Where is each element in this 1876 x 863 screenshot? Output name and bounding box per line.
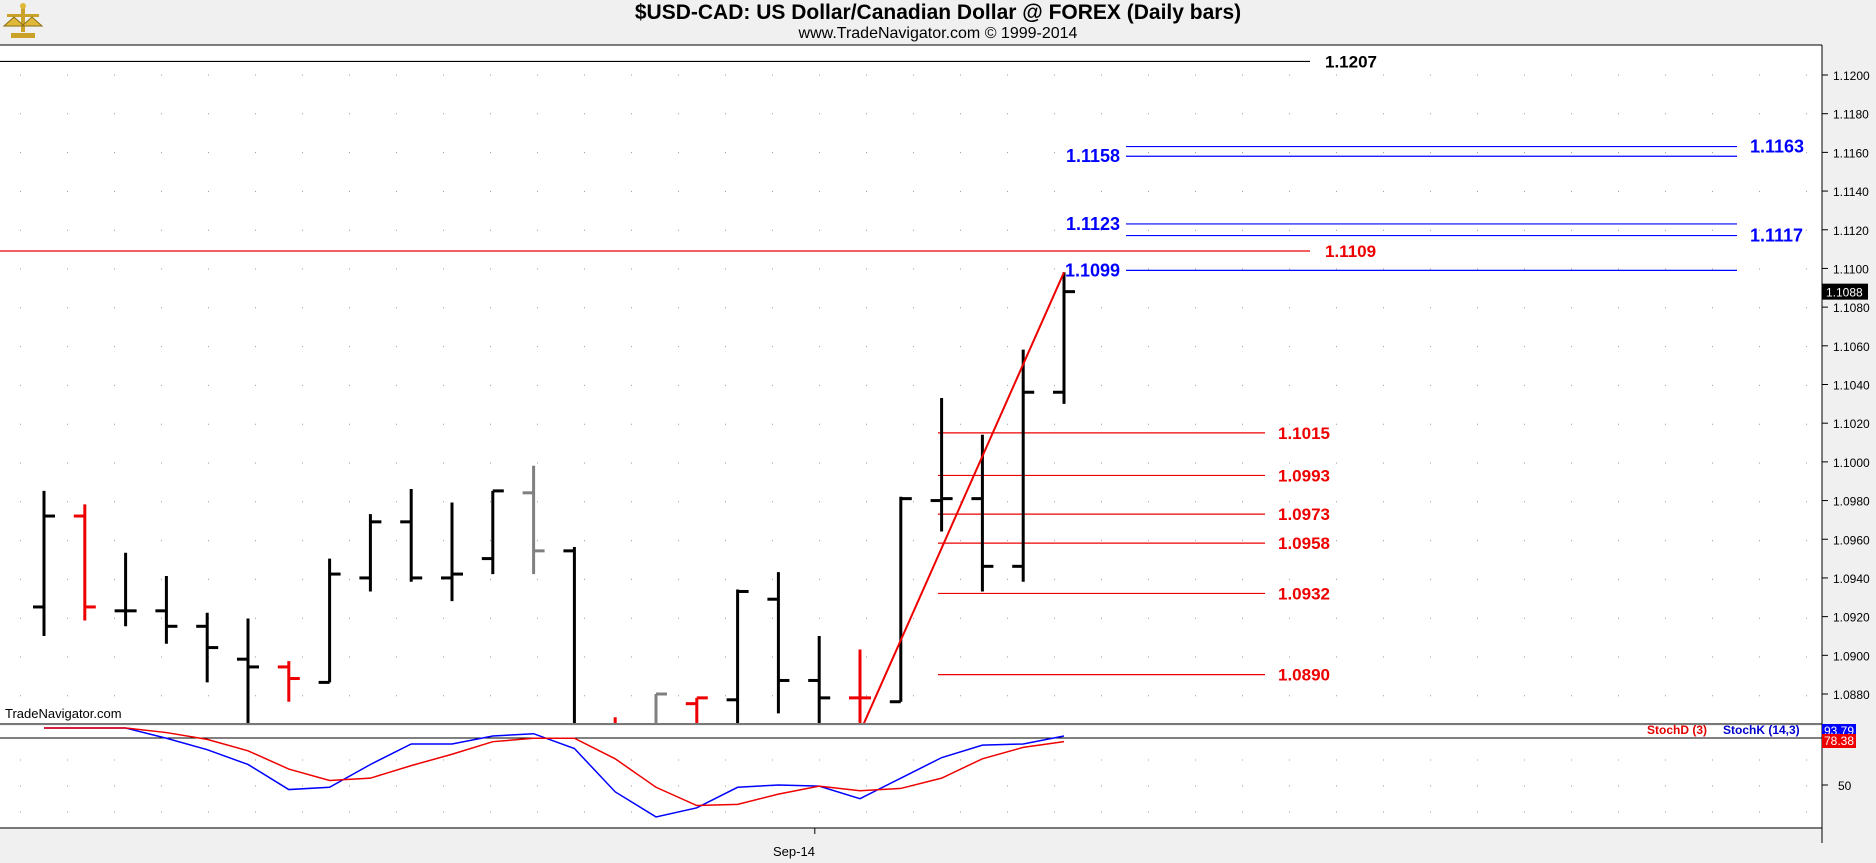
chart-title: $USD-CAD: US Dollar/Canadian Dollar @ FO… [634, 1, 1242, 24]
retracement-label-1.0958: 1.0958 [1278, 534, 1330, 553]
indicator-pane [0, 726, 1822, 827]
projection-label-1.1163: 1.1163 [1750, 137, 1804, 157]
stochd-line [44, 727, 1065, 807]
y-tick-label-1.1080: 1.1080 [1833, 301, 1870, 315]
retracement-label-1.0993: 1.0993 [1278, 466, 1330, 485]
chart-subtitle: www.TradeNavigator.com © 1999-2014 [798, 25, 1078, 42]
price-pane [0, 45, 1822, 723]
stochk-legend: StochK (14,3) [1723, 723, 1800, 737]
stochk-line [44, 727, 1065, 818]
last-price-label: 1.1088 [1826, 286, 1863, 300]
stochd-value: 78.38 [1824, 734, 1854, 748]
stochd-legend: StochD (3) [1647, 723, 1707, 737]
level-lines: 1.1207 1.1109 1.1015 1.0993 1.0973 1.0958 1.09… [0, 52, 1804, 685]
y-tick-label-1.1100: 1.1100 [1833, 262, 1869, 276]
y-tick-label-1.1160: 1.1160 [1833, 146, 1869, 160]
watermark: TradeNavigator.com [5, 706, 122, 721]
y-tick-label-1.0980: 1.0980 [1833, 495, 1870, 509]
projection-label-1.1099: 1.1099 [1065, 260, 1120, 280]
last-price-box [1822, 283, 1868, 300]
y-tick-label-1.1020: 1.1020 [1833, 417, 1870, 431]
level-label-1.1109: 1.1109 [1325, 242, 1376, 261]
grid [20, 74, 1807, 813]
y-tick-label-1.1180: 1.1180 [1833, 108, 1869, 122]
y-tick-label-1.1000: 1.1000 [1833, 456, 1870, 470]
y-tick-label-1.1120: 1.1120 [1833, 224, 1869, 238]
price-axis: 1.1200 1.1180 1.1160 1.1140 1.1120 1.1100 1.10… [1822, 69, 1870, 702]
retracement-label-1.0932: 1.0932 [1278, 584, 1330, 603]
y-tick-label-1.0940: 1.0940 [1833, 572, 1870, 586]
stoch-tick-label-50: 50 [1838, 779, 1852, 793]
trade-navigator-logo-icon [2, 3, 44, 38]
y-tick-label-1.1060: 1.1060 [1833, 340, 1870, 354]
x-tick-label: Sep-14 [773, 844, 815, 859]
y-tick-label-1.0920: 1.0920 [1833, 611, 1870, 625]
retracement-label-1.0890: 1.0890 [1278, 666, 1330, 685]
retracement-label-1.0973: 1.0973 [1278, 505, 1330, 524]
projection-label-1.1158: 1.1158 [1066, 146, 1120, 166]
grid-dots [20, 74, 1807, 813]
y-tick-label-1.0960: 1.0960 [1833, 533, 1870, 547]
y-tick-label-1.1200: 1.1200 [1833, 69, 1870, 83]
stochastic-lines [44, 727, 1065, 818]
y-tick-label-1.0900: 1.0900 [1833, 649, 1870, 663]
projection-label-1.1117: 1.1117 [1750, 226, 1803, 246]
trend-line [862, 271, 1065, 723]
y-tick-label-1.1040: 1.1040 [1833, 379, 1870, 393]
retracement-label-1.1015: 1.1015 [1278, 424, 1330, 443]
projection-label-1.1123: 1.1123 [1066, 214, 1120, 234]
stochd-value-box [1822, 734, 1856, 748]
level-label-1.1207: 1.1207 [1325, 52, 1377, 71]
y-tick-label-1.0880: 1.0880 [1833, 688, 1870, 702]
y-tick-label-1.1140: 1.1140 [1833, 185, 1869, 199]
price-bars [33, 272, 1075, 723]
trend-line-group [862, 271, 1065, 723]
